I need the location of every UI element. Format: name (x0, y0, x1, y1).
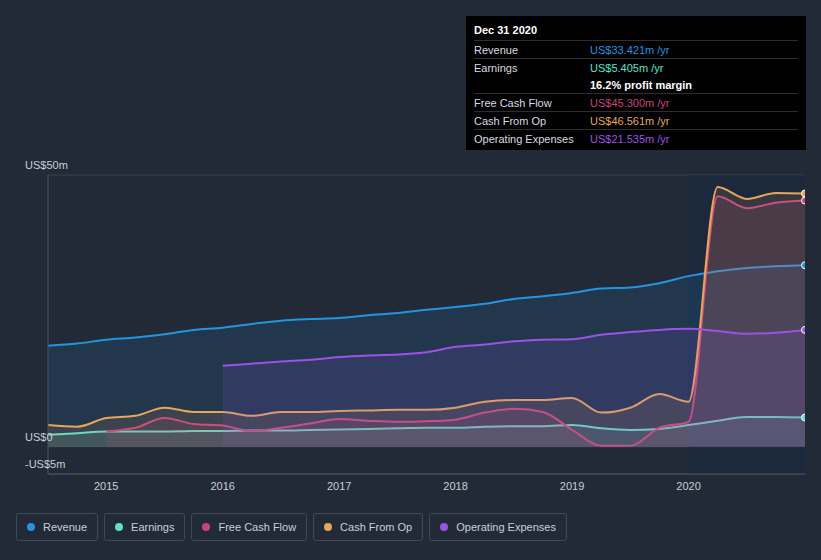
html-text:16.2% profit margin: 16.2% profit margin (590, 78, 693, 91)
svg-text:2016: 2016 (210, 480, 234, 492)
svg-text:2019: 2019 (560, 480, 584, 492)
html-text:US$21.535m /yr: US$21.535m /yr (590, 132, 670, 145)
svg-text:2017: 2017 (327, 480, 351, 492)
html-text:US$45.300m /yr: US$45.300m /yr (590, 96, 670, 109)
html-text:Earnings: Earnings (131, 521, 175, 533)
html-text:US$5.405m /yr: US$5.405m /yr (590, 61, 664, 74)
svg-text:US$50m: US$50m (25, 159, 68, 171)
html-text:Free Cash Flow: Free Cash Flow (218, 521, 297, 533)
svg-text:2015: 2015 (94, 480, 118, 492)
svg-text:-US$5m: -US$5m (25, 458, 65, 470)
svg-text:2018: 2018 (443, 480, 467, 492)
html-text:Revenue: Revenue (43, 521, 87, 533)
html-text:Cash From Op: Cash From Op (340, 521, 413, 533)
html-text:US$33.421m /yr: US$33.421m /yr (590, 43, 670, 56)
svg-text:US$0: US$0 (25, 431, 53, 443)
html-text:Dec 31 2020: Dec 31 2020 (474, 24, 537, 36)
svg-text:2020: 2020 (676, 480, 700, 492)
html-text:Free Cash Flow: Free Cash Flow (474, 96, 552, 109)
html-text:Revenue: Revenue (474, 43, 518, 56)
html-text:Earnings: Earnings (474, 61, 518, 74)
html-text:Cash From Op: Cash From Op (474, 114, 547, 127)
html-text:Operating Expenses: Operating Expenses (456, 521, 556, 533)
html-text:Operating Expenses: Operating Expenses (474, 132, 574, 145)
html-text:US$46.561m /yr: US$46.561m /yr (590, 114, 670, 127)
